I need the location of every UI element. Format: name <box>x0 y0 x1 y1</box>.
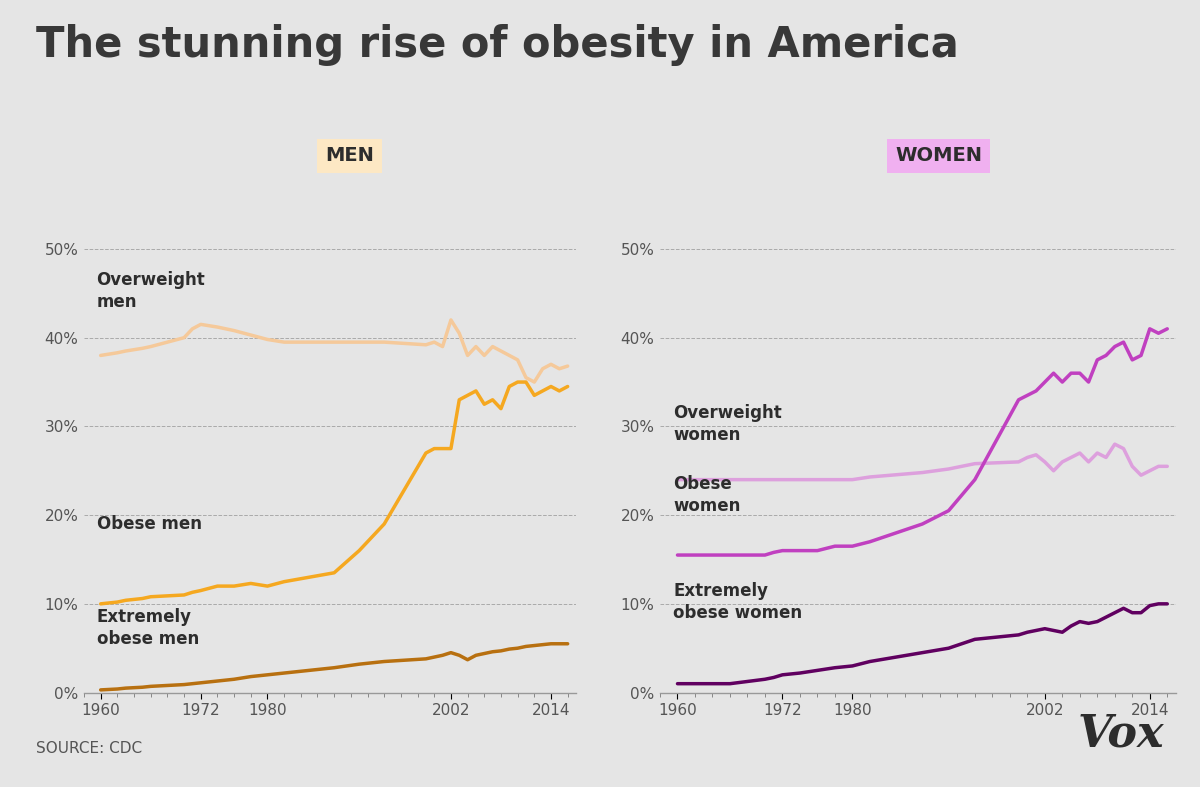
Text: Vox: Vox <box>1078 712 1164 756</box>
Text: Extremely
obese women: Extremely obese women <box>673 582 803 622</box>
Text: MEN: MEN <box>325 146 374 165</box>
Text: Overweight
men: Overweight men <box>96 272 205 312</box>
Text: The stunning rise of obesity in America: The stunning rise of obesity in America <box>36 24 959 65</box>
Text: Obese
women: Obese women <box>673 475 740 515</box>
Text: Obese men: Obese men <box>96 515 202 533</box>
Text: WOMEN: WOMEN <box>895 146 982 165</box>
Text: Extremely
obese men: Extremely obese men <box>96 608 199 648</box>
Text: SOURCE: CDC: SOURCE: CDC <box>36 741 142 756</box>
Text: Overweight
women: Overweight women <box>673 405 782 445</box>
